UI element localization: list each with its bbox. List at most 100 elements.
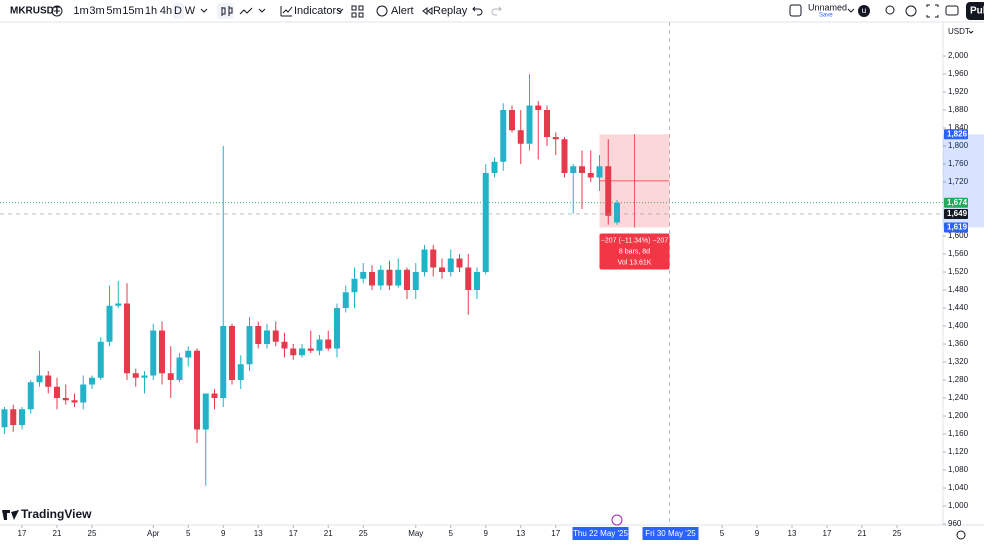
avatar: u: [862, 6, 866, 15]
x-tick-label: 13: [254, 529, 263, 538]
candle-body: [412, 272, 419, 290]
y-tick-label: 1,720: [948, 177, 969, 186]
y-tick-label: 1,120: [948, 447, 969, 456]
candle-body: [132, 373, 139, 378]
candle-body: [150, 330, 157, 376]
x-tick-label: 13: [516, 529, 525, 538]
interval-button[interactable]: 15m: [122, 5, 143, 17]
candle-body: [10, 409, 17, 425]
screenshot-icon[interactable]: [945, 5, 959, 16]
interval-button[interactable]: 5m: [106, 5, 121, 17]
candle-body: [500, 110, 507, 162]
x-tick-label: Apr: [147, 529, 160, 538]
currency-menu[interactable]: [968, 30, 974, 34]
layout-name[interactable]: Unnamed: [808, 2, 847, 12]
y-tick-label: 1,040: [948, 483, 969, 492]
candle-body: [552, 137, 559, 140]
event-marker[interactable]: [611, 514, 623, 526]
candle-body: [465, 267, 472, 290]
interval-button[interactable]: 1m: [73, 5, 88, 17]
interval-button[interactable]: 4h: [160, 5, 172, 17]
y-tick-label: 1,560: [948, 249, 969, 258]
y-tick-label: 1,160: [948, 429, 969, 438]
x-tick-label: 25: [359, 529, 368, 538]
replay-icon: [422, 7, 433, 15]
tv-logo: [2, 510, 19, 520]
indicators-button[interactable]: Indicators: [294, 5, 342, 17]
candle-body: [115, 303, 122, 306]
candle-body: [587, 173, 594, 178]
settings-icon[interactable]: [905, 5, 917, 17]
candle-body: [202, 393, 209, 430]
drawing-menu[interactable]: [258, 8, 266, 13]
layout-menu[interactable]: [847, 8, 855, 13]
drawing-icon[interactable]: [239, 7, 253, 15]
candle-body: [281, 341, 288, 349]
layout-icon[interactable]: [351, 5, 364, 18]
candle-body: [509, 110, 515, 131]
candle-body: [211, 393, 218, 398]
replay-button[interactable]: Replay: [433, 5, 468, 17]
candle-body: [124, 303, 130, 374]
x-tick-label: 5: [720, 529, 725, 538]
interval-button[interactable]: D: [174, 5, 182, 17]
x-tick-label: 25: [88, 529, 97, 538]
candle-body: [27, 382, 34, 410]
candle-body: [167, 373, 174, 380]
x-tick-label: 21: [324, 529, 333, 538]
price-label: 1,674: [947, 198, 968, 207]
add-symbol[interactable]: [51, 5, 63, 17]
candle-body: [517, 130, 524, 144]
measure-label: −207 (−11.34%) −207: [601, 237, 669, 244]
x-tick-label: 17: [823, 529, 832, 538]
redo[interactable]: [491, 6, 502, 16]
indicators-menu[interactable]: [336, 8, 344, 13]
candle-body: [342, 292, 349, 308]
candle-body: [62, 398, 69, 401]
date-label-bg: [572, 527, 629, 540]
measure-label: 8 bars, 8d: [619, 248, 650, 255]
y-tick-label: 1,840: [948, 123, 969, 132]
price-label-bg: [944, 208, 968, 219]
y-tick-label: 1,320: [948, 357, 969, 366]
y-tick-label: 2,000: [948, 51, 969, 60]
alert-button[interactable]: Alert: [391, 5, 414, 17]
plot-area: [0, 74, 943, 486]
interval-button[interactable]: W: [185, 5, 196, 17]
fullscreen-icon[interactable]: [926, 4, 939, 18]
interval-button[interactable]: 3m: [89, 5, 104, 17]
axis-settings[interactable]: [956, 530, 966, 540]
interval-button[interactable]: 1h: [145, 5, 157, 17]
candle-body: [421, 249, 428, 272]
x-tick-label: 5: [186, 529, 191, 538]
x-tick-label: 9: [755, 529, 760, 538]
y-tick-label: 1,880: [948, 105, 969, 114]
candle-body: [1, 409, 8, 428]
x-tick-label: 25: [893, 529, 902, 538]
candle-body: [377, 269, 384, 286]
x-tick-label: May: [408, 529, 423, 538]
layout-checkbox[interactable]: [789, 4, 802, 17]
candle-body: [229, 326, 235, 380]
candle-body: [97, 341, 104, 378]
candle-body: [272, 330, 279, 342]
currency[interactable]: USDT: [948, 27, 970, 36]
save-label[interactable]: Save: [819, 13, 833, 19]
interval-menu[interactable]: [200, 8, 208, 13]
symbol[interactable]: MKRUSDT: [10, 6, 60, 17]
search-icon[interactable]: [885, 5, 895, 15]
publish-bg[interactable]: [966, 2, 984, 20]
date-label: Fri 30 May '25: [645, 529, 696, 538]
undo[interactable]: [472, 6, 483, 16]
x-tick-label: 9: [484, 529, 489, 538]
avatar-bg[interactable]: [858, 5, 870, 17]
candle-body: [369, 272, 375, 286]
candle-body: [246, 326, 253, 365]
x-tick-label: 21: [858, 529, 867, 538]
candle-body: [220, 326, 227, 398]
y-tick-label: 1,080: [948, 465, 969, 474]
candle-body: [19, 409, 25, 425]
y-tick-label: 1,360: [948, 339, 969, 348]
